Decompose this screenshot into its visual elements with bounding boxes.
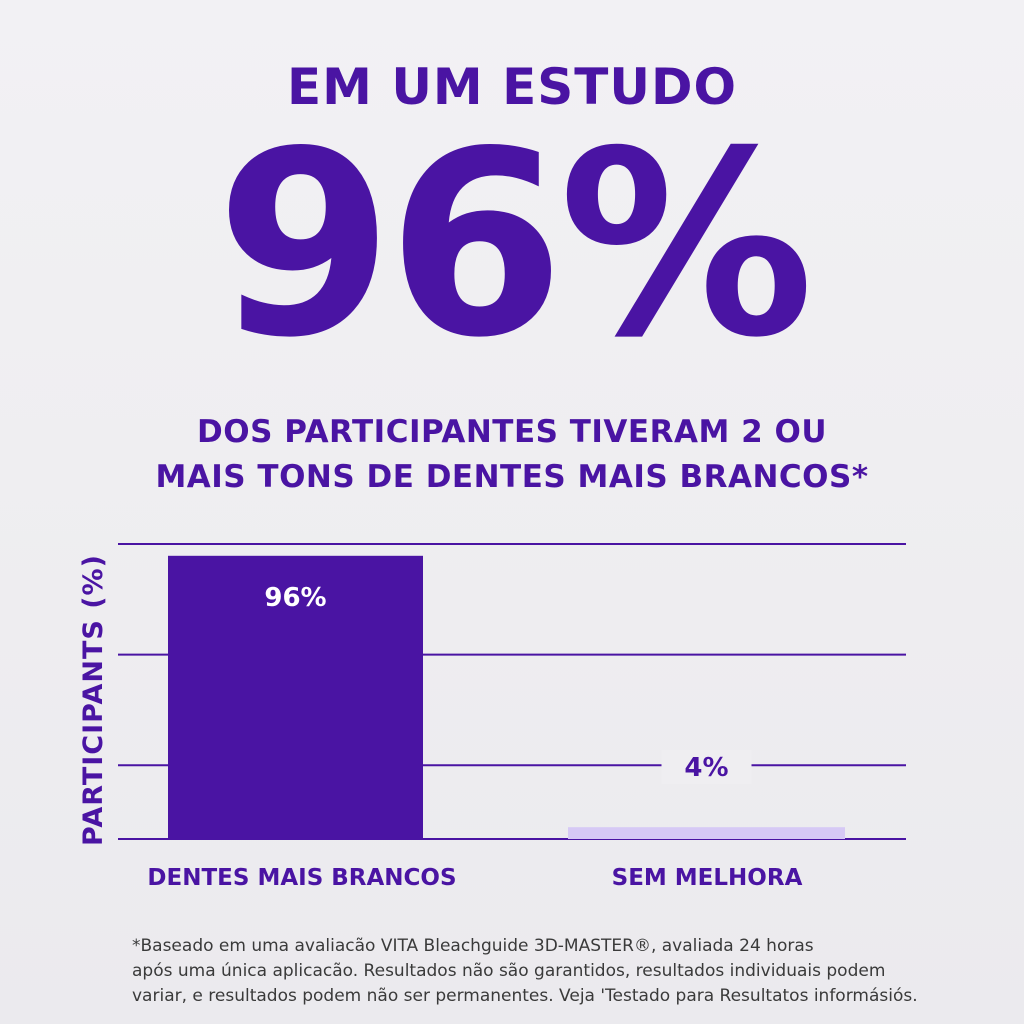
data-label-background: [661, 750, 752, 784]
footnote-line-2: após uma única aplicacão. Resultados não…: [132, 961, 886, 981]
big-stat: 96%: [215, 97, 814, 394]
data-label: 4%: [684, 753, 728, 783]
chart-category-labels: DENTES MAIS BRANCOS SEM MELHORA: [147, 865, 802, 891]
footnote-line-3: variar, e resultados podem não ser perma…: [132, 986, 918, 1006]
category-label: DENTES MAIS BRANCOS: [147, 865, 456, 891]
bar-sem-melhora: [568, 827, 845, 839]
subheading-line-2: MAIS TONS DE DENTES MAIS BRANCOS*: [155, 459, 869, 495]
footnote-line-1: *Baseado em uma avaliacão VITA Bleachgui…: [132, 936, 814, 956]
heading: EM UM ESTUDO: [287, 58, 737, 116]
chart-bars: [168, 555, 845, 839]
bar-dentes-mais-brancos: [168, 555, 423, 839]
chart-data-labels: 96% 4%: [264, 583, 752, 784]
category-label: SEM MELHORA: [612, 865, 803, 891]
subheading-line-1: DOS PARTICIPANTES TIVERAM 2 OU: [196, 414, 827, 450]
data-label: 96%: [264, 583, 326, 613]
footnote: *Baseado em uma avaliacão VITA Bleachgui…: [132, 934, 962, 1009]
y-axis-label: PARTICIPANTS (%): [78, 554, 109, 846]
subheading: DOS PARTICIPANTES TIVERAM 2 OU MAIS TONS…: [0, 410, 1024, 500]
